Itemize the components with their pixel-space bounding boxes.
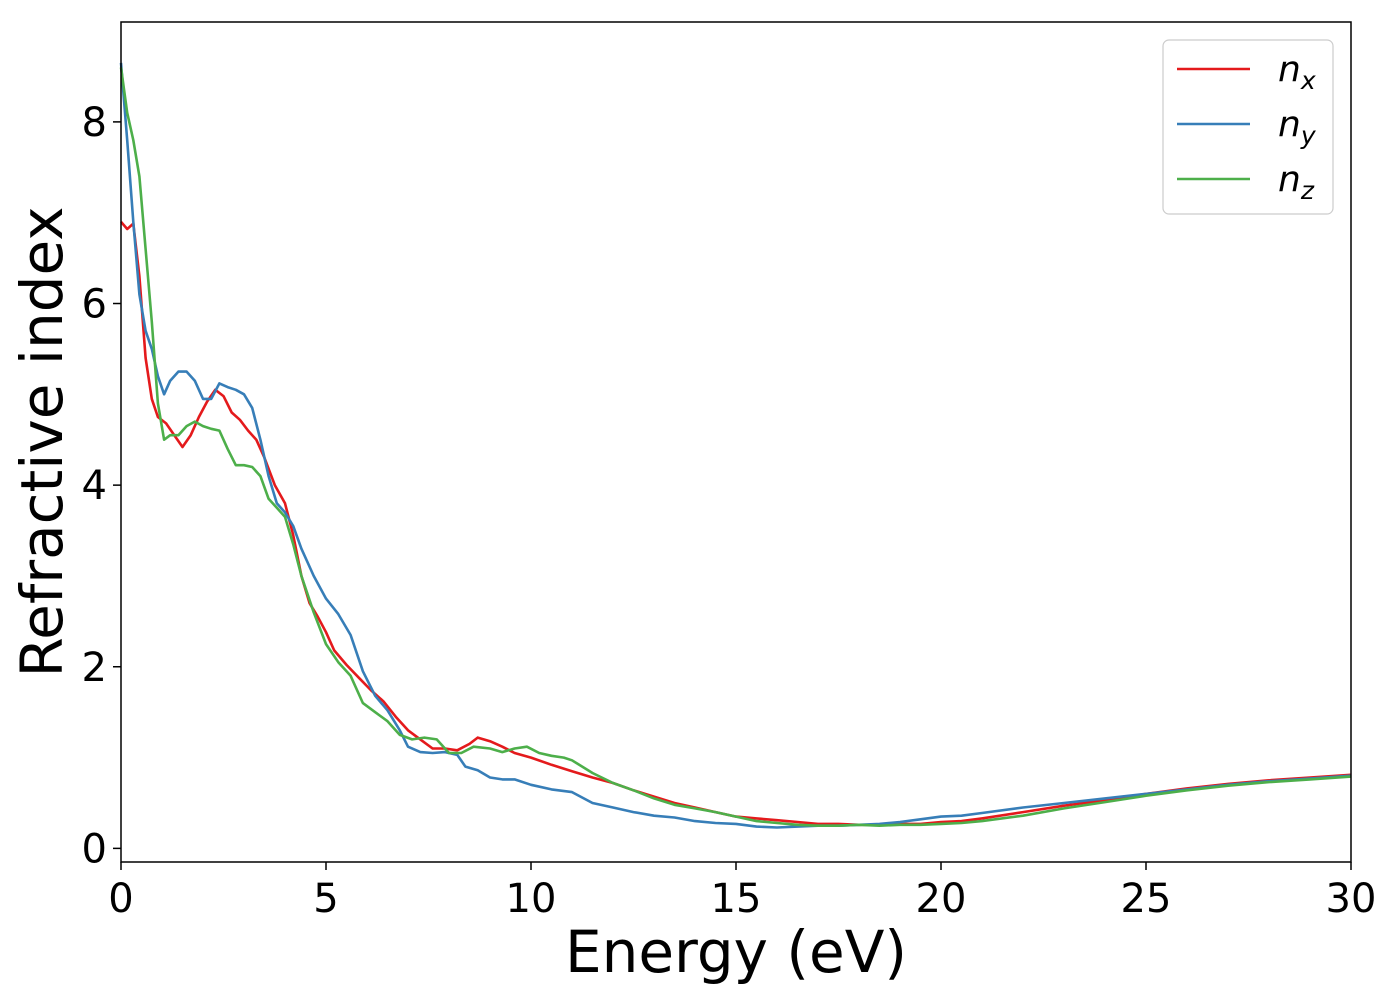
legend-label-nz: nz [1278,159,1315,205]
series-line-nz [119,67,1352,827]
x-tick-label: 15 [711,876,762,922]
legend-label-subscript: y [1300,121,1317,150]
series-line-nx [120,220,1352,827]
y-tick-label: 0 [82,826,107,872]
y-axis-ticks: 0 2 4 6 8 [82,100,121,872]
x-tick-label: 20 [916,876,967,922]
legend-label-base: n [1278,159,1301,200]
x-tick-label: 30 [1326,876,1377,922]
legend-label-subscript: z [1300,176,1315,205]
legend-label-base: n [1278,49,1301,90]
y-tick-label: 4 [82,463,107,509]
legend-label-nx: nx [1278,49,1316,95]
x-tick-label: 25 [1121,876,1172,922]
y-tick-label: 8 [82,100,107,146]
legend-label-subscript: x [1300,66,1316,95]
x-tick-label: 0 [108,876,133,922]
x-axis-title: Energy (eV) [565,918,907,986]
y-axis-title: Refractive index [8,206,76,677]
x-tick-label: 5 [313,876,338,922]
y-tick-label: 6 [82,282,107,328]
legend-box [1162,39,1334,215]
y-tick-label: 2 [82,645,107,691]
legend-label-ny: ny [1278,104,1317,150]
plot-lines [119,62,1352,829]
x-tick-label: 10 [506,876,557,922]
x-axis-ticks: 0 5 10 15 20 25 30 [108,862,1376,922]
legend-label-base: n [1278,104,1301,145]
series-line-ny [119,62,1352,829]
